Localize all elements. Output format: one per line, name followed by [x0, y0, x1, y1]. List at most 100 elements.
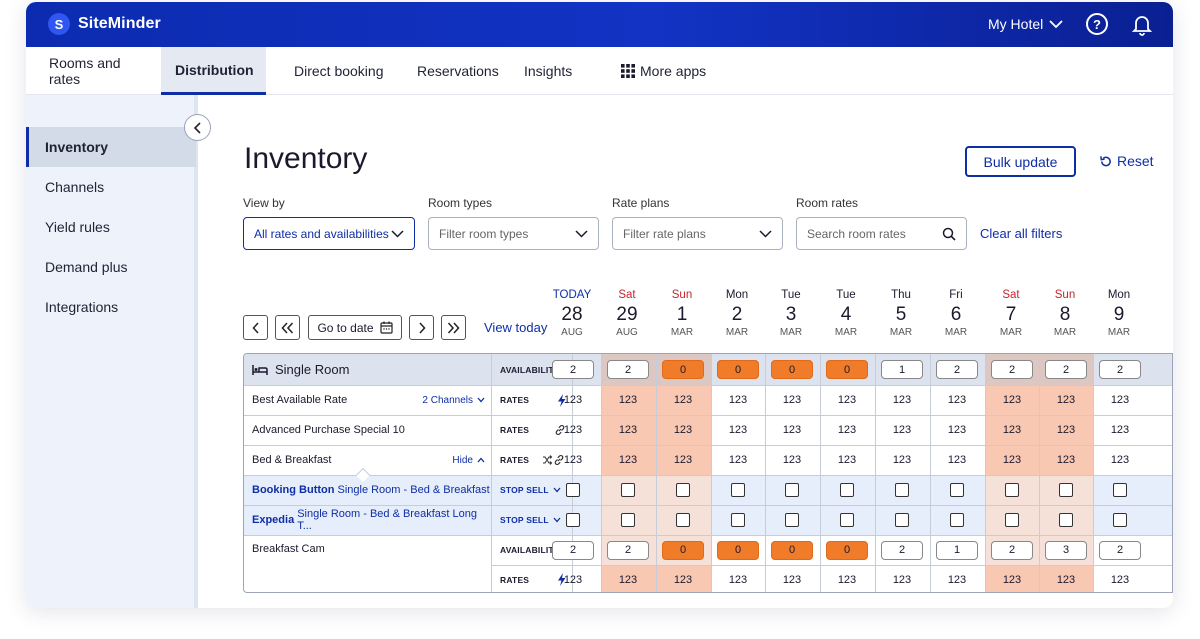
help-icon[interactable]: ?	[1086, 13, 1108, 35]
next-day-button[interactable]	[409, 315, 434, 340]
sidebar-item-demand-plus[interactable]: Demand plus	[26, 247, 196, 287]
rates-cell[interactable]: 123	[601, 385, 656, 415]
rates-cell[interactable]: 123	[1093, 385, 1148, 415]
tab-insights[interactable]: Insights	[510, 47, 583, 95]
availability-cell[interactable]: 0	[711, 535, 766, 565]
rates-cell[interactable]: 123	[875, 445, 930, 475]
rates-cell[interactable]: 123	[765, 445, 820, 475]
stopsell-cell[interactable]	[1093, 475, 1148, 505]
rates-cell[interactable]: 123	[1093, 565, 1148, 592]
rate-plan-label[interactable]: Advanced Purchase Special 10	[244, 415, 491, 445]
rates-cell[interactable]: 123	[711, 385, 766, 415]
rates-cell[interactable]: 123	[875, 415, 930, 445]
availability-cell[interactable]: 2	[546, 535, 601, 565]
bell-icon[interactable]	[1130, 12, 1154, 36]
stopsell-tag[interactable]: STOP SELL	[492, 505, 572, 535]
channels-dropdown[interactable]: 2 Channels	[422, 395, 485, 406]
tab-more-apps[interactable]: More apps	[607, 47, 722, 95]
availability-cell[interactable]: 0	[765, 535, 820, 565]
next-week-button[interactable]	[441, 315, 466, 340]
availability-cell[interactable]: 0	[656, 535, 711, 565]
availability-cell[interactable]: 2	[546, 354, 601, 385]
rates-cell[interactable]: 123	[601, 445, 656, 475]
rates-cell[interactable]: 123	[1093, 445, 1148, 475]
stopsell-cell[interactable]	[1039, 475, 1094, 505]
channel-label[interactable]: Booking Button Single Room - Bed & Breakf…	[244, 475, 491, 505]
stopsell-cell[interactable]	[820, 475, 875, 505]
stopsell-cell[interactable]	[875, 475, 930, 505]
rates-cell[interactable]: 123	[1039, 415, 1094, 445]
rates-cell[interactable]: 123	[1093, 415, 1148, 445]
rates-cell[interactable]: 123	[711, 415, 766, 445]
rates-cell[interactable]: 123	[820, 415, 875, 445]
rates-cell[interactable]: 123	[985, 385, 1040, 415]
rates-cell[interactable]: 123	[820, 445, 875, 475]
tab-direct-booking[interactable]: Direct booking	[280, 47, 400, 95]
stopsell-cell[interactable]	[1093, 505, 1148, 535]
rates-cell[interactable]: 123	[820, 385, 875, 415]
reset-button[interactable]: Reset	[1099, 153, 1154, 169]
hide-toggle[interactable]: Hide	[452, 455, 485, 466]
rates-cell[interactable]: 123	[930, 415, 985, 445]
room-types-select[interactable]: Filter room types	[428, 217, 599, 250]
rates-cell[interactable]: 123	[875, 385, 930, 415]
collapse-sidebar-button[interactable]	[184, 114, 211, 141]
rates-cell[interactable]: 123	[765, 565, 820, 592]
availability-cell[interactable]: 2	[985, 535, 1040, 565]
stopsell-cell[interactable]	[1039, 505, 1094, 535]
rates-cell[interactable]: 123	[546, 445, 601, 475]
rates-cell[interactable]: 123	[656, 415, 711, 445]
sidebar-item-inventory[interactable]: Inventory	[26, 127, 196, 167]
rates-cell[interactable]: 123	[765, 385, 820, 415]
rate-plans-select[interactable]: Filter rate plans	[612, 217, 783, 250]
stopsell-cell[interactable]	[985, 505, 1040, 535]
rate-plan-label[interactable]: Best Available Rate 2 Channels	[244, 385, 491, 415]
rate-plan-label[interactable]: Breakfast Cam	[244, 535, 491, 564]
availability-cell[interactable]: 3	[1039, 535, 1094, 565]
view-today-link[interactable]: View today	[484, 320, 548, 335]
rates-cell[interactable]: 123	[656, 565, 711, 592]
rates-cell[interactable]: 123	[601, 565, 656, 592]
rates-cell[interactable]: 123	[930, 565, 985, 592]
availability-cell[interactable]: 2	[1039, 354, 1094, 385]
rates-cell[interactable]: 123	[1039, 565, 1094, 592]
previous-week-button[interactable]	[275, 315, 300, 340]
availability-cell[interactable]: 0	[820, 535, 875, 565]
stopsell-cell[interactable]	[711, 505, 766, 535]
tab-rooms-and-rates[interactable]: Rooms and rates	[35, 47, 161, 95]
rates-cell[interactable]: 123	[546, 565, 601, 592]
availability-cell[interactable]: 2	[930, 354, 985, 385]
availability-cell[interactable]: 2	[1093, 354, 1148, 385]
clear-all-filters-link[interactable]: Clear all filters	[980, 226, 1063, 241]
previous-day-button[interactable]	[243, 315, 268, 340]
stopsell-cell[interactable]	[601, 475, 656, 505]
availability-cell[interactable]: 1	[875, 354, 930, 385]
tab-distribution[interactable]: Distribution	[161, 47, 266, 95]
rates-cell[interactable]: 123	[546, 415, 601, 445]
rate-plan-label[interactable]: Bed & Breakfast Hide	[244, 445, 491, 475]
availability-cell[interactable]: 1	[930, 535, 985, 565]
rates-cell[interactable]: 123	[546, 385, 601, 415]
rates-cell[interactable]: 123	[765, 415, 820, 445]
tab-reservations[interactable]: Reservations	[403, 47, 510, 95]
availability-cell[interactable]: 0	[820, 354, 875, 385]
rates-cell[interactable]: 123	[985, 565, 1040, 592]
rates-cell[interactable]: 123	[930, 445, 985, 475]
stopsell-cell[interactable]	[656, 475, 711, 505]
rates-cell[interactable]: 123	[875, 565, 930, 592]
availability-cell[interactable]: 2	[601, 354, 656, 385]
rates-cell[interactable]: 123	[711, 445, 766, 475]
go-to-date-button[interactable]: Go to date	[308, 315, 402, 340]
stopsell-cell[interactable]	[546, 505, 601, 535]
stopsell-cell[interactable]	[985, 475, 1040, 505]
availability-cell[interactable]: 2	[985, 354, 1040, 385]
hotel-selector[interactable]: My Hotel	[988, 16, 1063, 32]
availability-cell[interactable]: 0	[711, 354, 766, 385]
channel-label[interactable]: Expedia Single Room - Bed & Breakfast Lon…	[244, 505, 491, 535]
sidebar-item-channels[interactable]: Channels	[26, 167, 196, 207]
availability-cell[interactable]: 0	[765, 354, 820, 385]
stopsell-cell[interactable]	[601, 505, 656, 535]
room-rates-search[interactable]: Search room rates	[796, 217, 967, 250]
stopsell-cell[interactable]	[930, 505, 985, 535]
stopsell-cell[interactable]	[765, 505, 820, 535]
